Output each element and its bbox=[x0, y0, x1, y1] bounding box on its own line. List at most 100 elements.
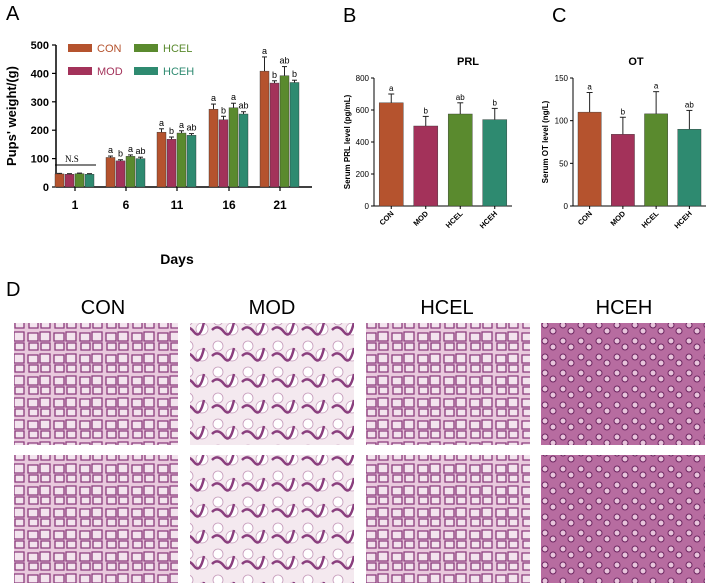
legend-swatch-hceh bbox=[134, 67, 158, 75]
panel-label-c: C bbox=[552, 5, 566, 27]
significance-letter: a bbox=[231, 92, 236, 102]
panel-label-b: B bbox=[343, 5, 356, 27]
significance-letter: ab bbox=[186, 123, 196, 133]
bar bbox=[54, 173, 65, 188]
legend-label-hceh: HCEH bbox=[163, 66, 194, 78]
bar bbox=[74, 173, 85, 188]
histology-image-hceh-high bbox=[541, 455, 705, 583]
legend-swatch-con bbox=[68, 44, 92, 52]
x-tick-label: HCEH bbox=[478, 209, 499, 230]
prl-title: PRL bbox=[457, 56, 479, 68]
bar bbox=[176, 132, 187, 188]
significance-letter: a bbox=[211, 93, 216, 103]
bar bbox=[125, 156, 136, 188]
significance-letter: ab bbox=[238, 101, 248, 111]
y-axis-label: Pups' weight/(g) bbox=[4, 66, 19, 166]
y-tick-label: 50 bbox=[559, 159, 568, 168]
legend-label-hcel: HCEL bbox=[163, 43, 192, 55]
significance-letter: b bbox=[493, 98, 498, 107]
bar bbox=[84, 174, 95, 188]
ot-y-axis-label: Serum OT level (ng/L) bbox=[541, 100, 550, 183]
x-tick-label: 16 bbox=[222, 198, 236, 212]
legend-label-mod: MOD bbox=[97, 66, 123, 78]
bar bbox=[269, 82, 280, 188]
bar bbox=[482, 119, 508, 207]
significance-letter: a bbox=[654, 82, 659, 91]
panel-label-a: A bbox=[6, 3, 20, 25]
bar bbox=[611, 134, 635, 207]
y-tick-label: 100 bbox=[31, 154, 49, 166]
histology-image-hceh-low bbox=[541, 323, 705, 445]
histology-column-con: CON bbox=[81, 297, 125, 319]
prl-y-axis-label: Serum PRL level (pg/mL) bbox=[343, 94, 352, 189]
bar bbox=[378, 102, 404, 207]
significance-letter: a bbox=[108, 145, 113, 155]
significance-letter: b bbox=[169, 126, 174, 136]
bar bbox=[218, 119, 229, 188]
significance-letter: a bbox=[587, 83, 592, 92]
bar bbox=[115, 160, 126, 188]
x-tick-label: MOD bbox=[609, 209, 628, 228]
significance-letter: b bbox=[621, 107, 626, 116]
significance-letter: a bbox=[389, 84, 394, 93]
histology-image-con-high bbox=[14, 455, 178, 583]
x-tick-label: 6 bbox=[123, 198, 130, 212]
y-tick-label: 200 bbox=[31, 125, 49, 137]
significance-letter: b bbox=[221, 105, 226, 115]
bar bbox=[677, 128, 702, 207]
y-tick-label: 800 bbox=[356, 74, 370, 83]
significance-letter: b bbox=[424, 106, 429, 115]
legend-label-con: CON bbox=[97, 43, 122, 55]
x-tick-label: HCEL bbox=[444, 209, 465, 230]
x-tick-label: 11 bbox=[171, 198, 184, 212]
y-tick-label: 600 bbox=[356, 106, 370, 115]
histology-panel: CON MOD HCEL HCEH bbox=[14, 297, 705, 583]
bar bbox=[166, 139, 177, 188]
bar bbox=[105, 157, 116, 188]
bar bbox=[135, 158, 146, 188]
significance-letter: b bbox=[272, 70, 277, 80]
y-tick-label: 400 bbox=[31, 68, 49, 80]
y-tick-label: 0 bbox=[564, 202, 569, 211]
x-tick-label: HCEH bbox=[672, 209, 693, 230]
x-axis-label: Days bbox=[160, 251, 194, 267]
bar bbox=[644, 113, 668, 207]
x-tick-label: 21 bbox=[273, 198, 287, 212]
histology-column-hceh: HCEH bbox=[596, 297, 653, 319]
significance-letter: ab bbox=[685, 100, 694, 109]
y-tick-label: 0 bbox=[43, 182, 49, 194]
legend: CON HCEL MOD HCEH bbox=[68, 43, 194, 78]
bar bbox=[228, 107, 239, 188]
significance-letter: a bbox=[159, 118, 164, 128]
bar bbox=[186, 135, 197, 188]
histology-column-mod: MOD bbox=[249, 297, 296, 319]
bar bbox=[156, 131, 167, 188]
y-tick-label: 0 bbox=[365, 202, 370, 211]
bar bbox=[289, 82, 300, 188]
legend-swatch-hcel bbox=[134, 44, 158, 52]
bar bbox=[64, 174, 75, 188]
bar bbox=[208, 108, 219, 188]
significance-letter: a bbox=[262, 46, 267, 56]
histology-image-hcel-low bbox=[366, 323, 530, 445]
significance-letter: a bbox=[179, 120, 184, 130]
panel-label-d: D bbox=[6, 279, 20, 301]
bar bbox=[577, 111, 602, 207]
x-tick-label: MOD bbox=[411, 209, 430, 228]
y-tick-label: 300 bbox=[31, 97, 49, 109]
x-tick-label: 1 bbox=[72, 198, 79, 212]
bar bbox=[413, 125, 439, 207]
significance-letter: ab bbox=[135, 146, 145, 156]
significance-letter: ab bbox=[279, 56, 289, 66]
ot-title: OT bbox=[628, 56, 644, 68]
significance-letter: b bbox=[292, 69, 297, 79]
histology-image-mod-high bbox=[190, 455, 354, 583]
y-tick-label: 100 bbox=[555, 117, 569, 126]
bar bbox=[259, 70, 270, 188]
x-tick-label: HCEL bbox=[640, 209, 661, 230]
significance-letter: a bbox=[128, 144, 133, 154]
